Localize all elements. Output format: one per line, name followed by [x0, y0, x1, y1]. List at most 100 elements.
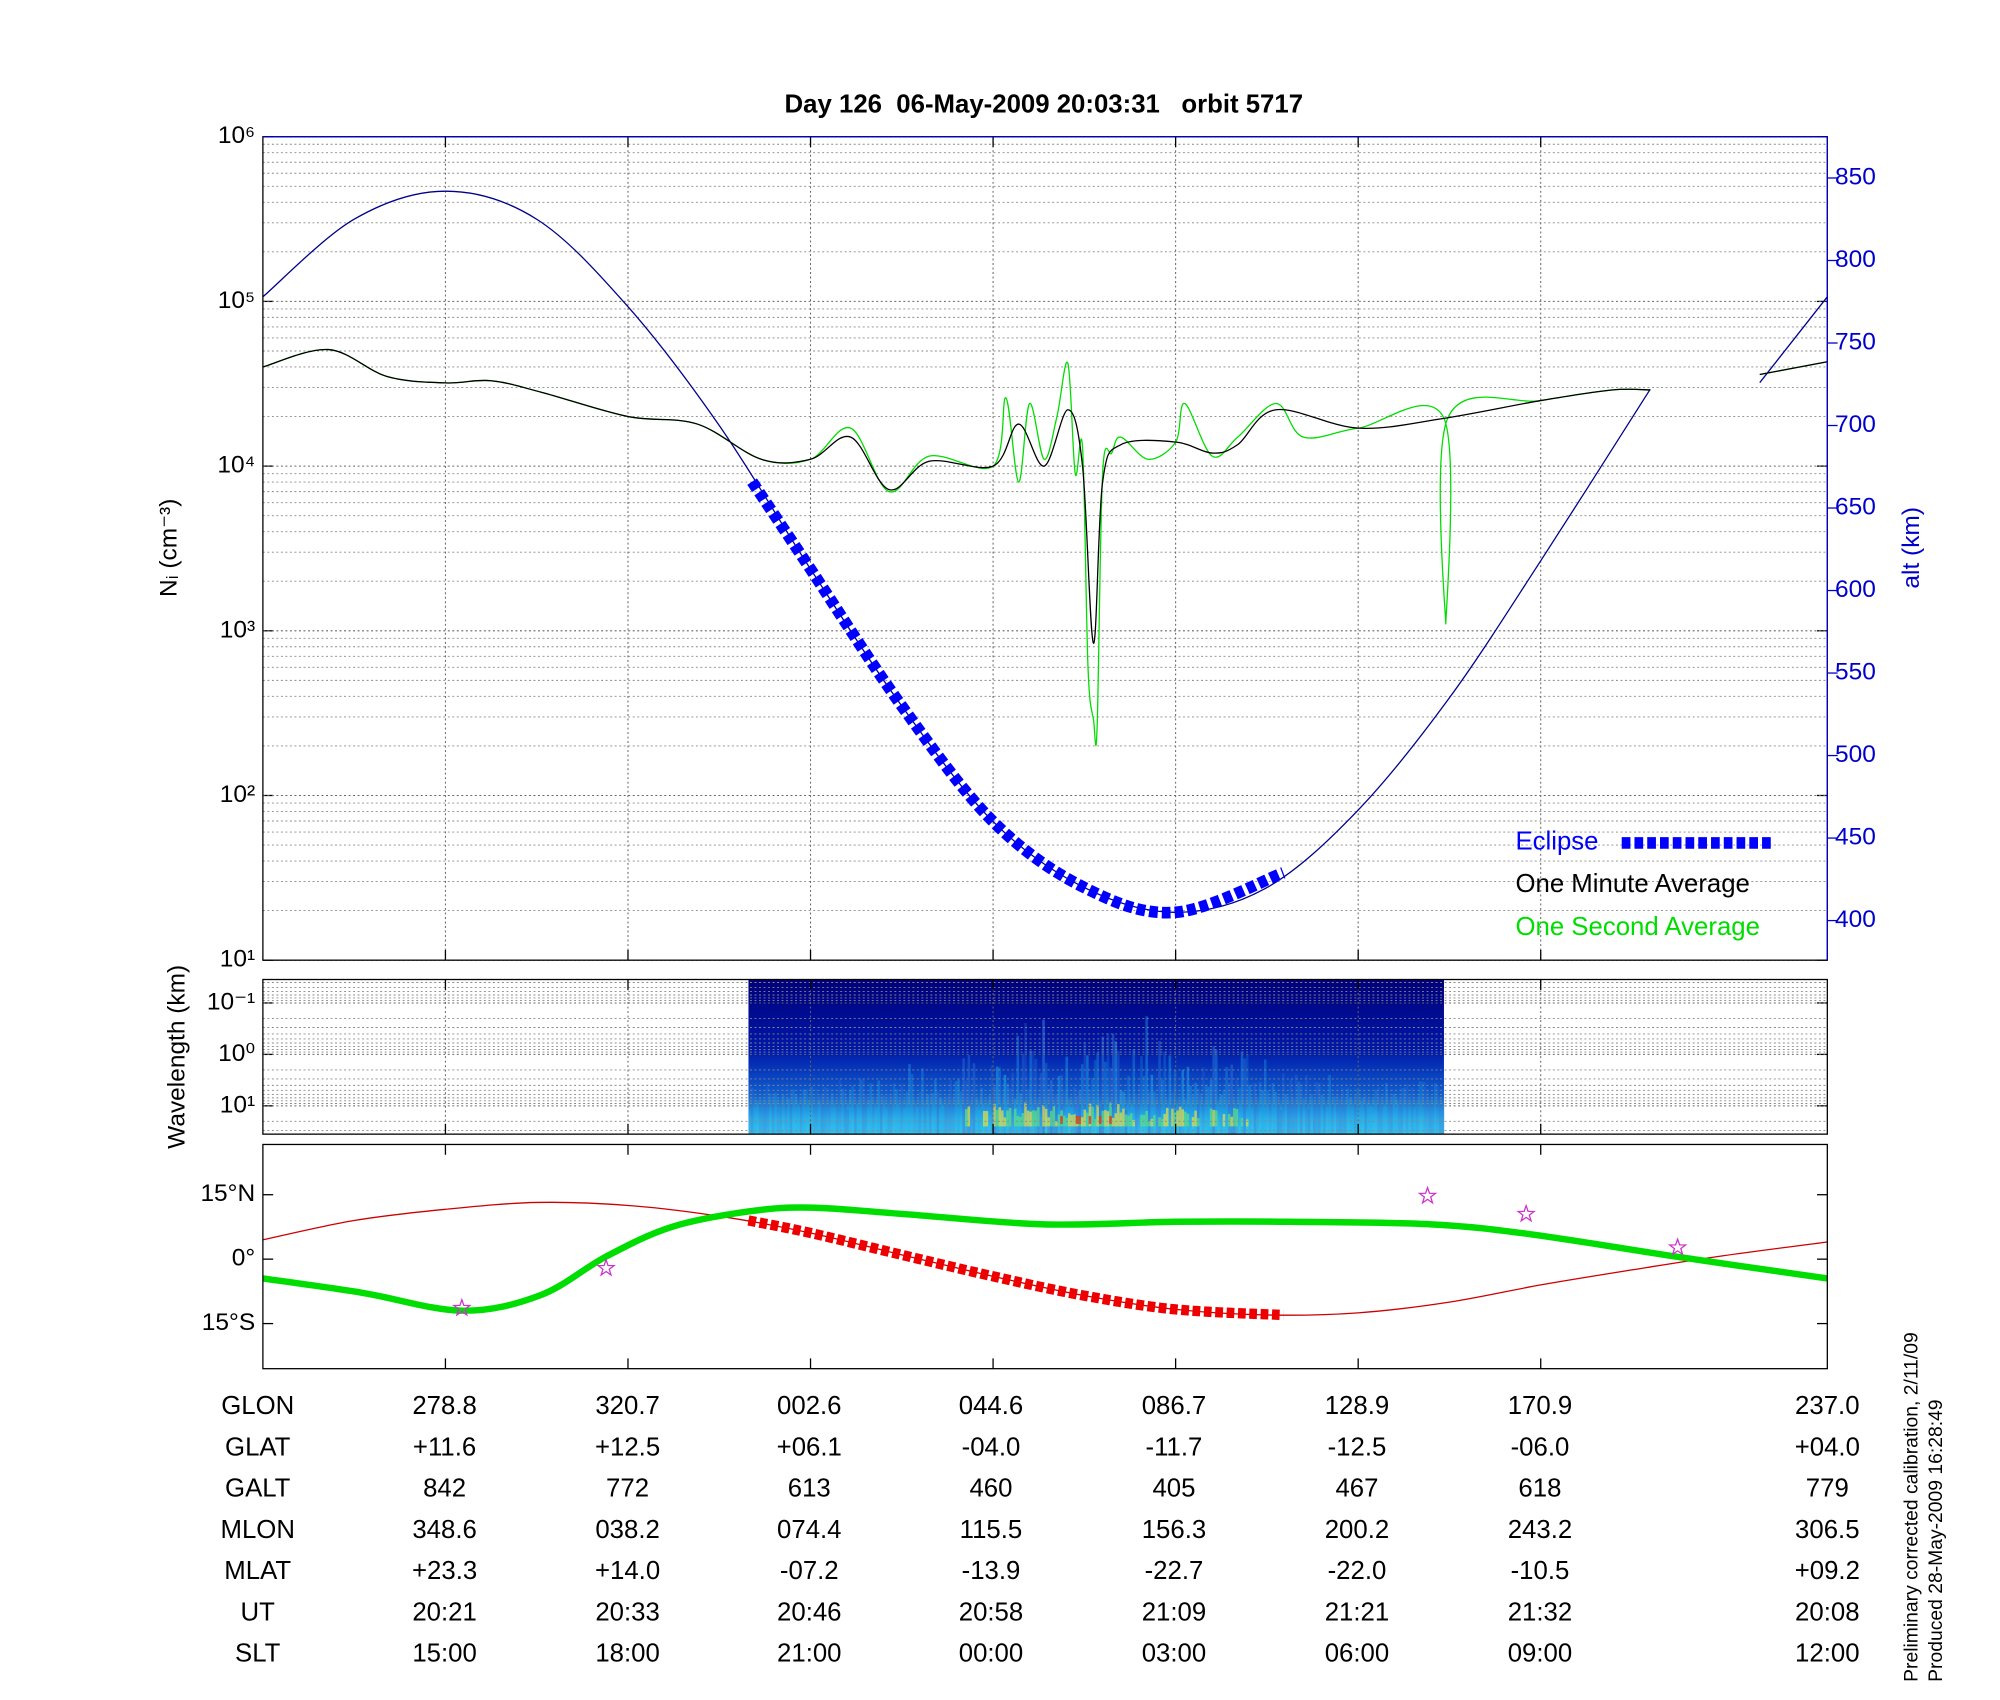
- spectrogram-cell: [1300, 1083, 1303, 1135]
- spectrogram-cell: [1153, 1115, 1156, 1127]
- table-cell: 20:08: [1795, 1598, 1859, 1626]
- spectrogram-cell: [967, 1106, 971, 1127]
- spectrogram-cell: [1207, 1087, 1210, 1135]
- spectrogram-cell: [1209, 1108, 1213, 1127]
- spectrogram-cell: [1127, 1076, 1130, 1135]
- spectrogram-cell: [949, 1079, 953, 1135]
- spectrogram-cell: [1367, 1102, 1370, 1135]
- spectrogram-cell: [1142, 1075, 1146, 1135]
- spectrogram-cell: [810, 1086, 813, 1135]
- spectrogram-cell: [1421, 1081, 1424, 1135]
- spectrogram-cell: [1034, 1110, 1038, 1127]
- y2-tick-label: 550: [1835, 659, 1876, 686]
- chart-title: Day 126 06-May-2009 20:03:31 orbit 5717: [785, 91, 1303, 119]
- spectrogram-cell: [843, 1092, 847, 1135]
- y-tick-label: 10⁵: [218, 287, 255, 314]
- spectrogram-cell: [1137, 1084, 1141, 1135]
- spectrogram-cell: [1346, 1088, 1349, 1135]
- table-cell: -13.9: [962, 1557, 1021, 1585]
- spectrogram-cell: [1387, 1100, 1391, 1135]
- spectrogram-cell: [1413, 1110, 1416, 1135]
- spectrogram-cell: [879, 1095, 883, 1135]
- spectrogram-cell: [988, 1095, 991, 1135]
- table-row-label: GLAT: [225, 1433, 291, 1461]
- table-cell: 09:00: [1508, 1640, 1572, 1668]
- spectrogram-cell: [1044, 1063, 1048, 1135]
- spectrogram-cell: [1196, 1118, 1200, 1127]
- spectrogram-cell: [954, 1081, 958, 1135]
- table-cell: 12:00: [1795, 1640, 1859, 1668]
- spectrogram-cell: [934, 1079, 937, 1135]
- spectrogram-cell: [985, 1111, 989, 1127]
- spectrogram-cell: [1292, 1097, 1295, 1135]
- spectrogram-cell: [1158, 1117, 1161, 1127]
- spectrogram-cell: [931, 1093, 935, 1135]
- spectrogram-cell: [1410, 1087, 1414, 1135]
- spectrogram-cell: [1083, 1041, 1087, 1135]
- spectrogram-cell: [1302, 1098, 1306, 1135]
- spectrogram-cell: [1158, 1041, 1161, 1135]
- y-tick-label: 10¹: [220, 946, 255, 973]
- y-tick-label: 10²: [220, 781, 255, 808]
- spectrogram-cell: [1318, 1083, 1321, 1135]
- spectrogram-cell: [787, 1098, 790, 1135]
- spectrogram-cell: [1109, 1067, 1112, 1135]
- spectrogram-cell: [1305, 1075, 1308, 1135]
- spectrogram-cell: [1013, 1108, 1017, 1127]
- table-cell: 348.6: [412, 1516, 476, 1544]
- spectrogram-cell: [1055, 1094, 1058, 1135]
- spectrogram-cell: [918, 1091, 922, 1135]
- spectrogram-cell: [1400, 1088, 1404, 1135]
- spectrogram-cell: [1021, 1053, 1025, 1135]
- spectrogram-cell: [1155, 1101, 1159, 1135]
- spectrogram-cell: [1122, 1108, 1125, 1127]
- table-cell: 237.0: [1795, 1392, 1859, 1420]
- spectrogram-cell: [830, 1092, 834, 1135]
- table-cell: 002.6: [777, 1392, 841, 1420]
- legend-label: One Minute Average: [1515, 870, 1749, 898]
- spectrogram-cell: [789, 1091, 793, 1135]
- y-tick-label: 10⁴: [217, 452, 255, 479]
- spectrogram-cell: [1354, 1094, 1357, 1135]
- spectrogram-cell: [1328, 1074, 1331, 1135]
- spectrogram-cell: [854, 1092, 857, 1135]
- spectrogram-cell: [1104, 1061, 1107, 1135]
- spectrogram-cell: [1055, 1121, 1058, 1127]
- table-cell: 320.7: [595, 1392, 659, 1420]
- spectrogram-cell: [1284, 1094, 1288, 1135]
- spectrogram-cell: [882, 1095, 886, 1135]
- spectrogram-cell: [1080, 1064, 1084, 1135]
- spectrogram-cell: [1019, 1093, 1022, 1135]
- table-cell: 779: [1806, 1475, 1849, 1503]
- spectrogram-cell: [1088, 1116, 1092, 1124]
- spectrogram-cell: [1191, 1094, 1195, 1135]
- spectrogram-cell: [946, 1095, 950, 1135]
- spectrogram-cell: [753, 1105, 757, 1135]
- y-tick-label: 10⁻¹: [207, 988, 255, 1015]
- spectrogram-cell: [1140, 1056, 1143, 1135]
- spectrogram-cell: [1057, 1114, 1061, 1127]
- y-tick-label: 0°: [232, 1245, 255, 1272]
- spectrogram-cell: [1217, 1101, 1221, 1135]
- spectrogram-cell: [967, 1054, 971, 1135]
- table-row-label: MLON: [221, 1516, 295, 1544]
- spectrogram-cell: [1204, 1084, 1208, 1135]
- spectrogram-cell: [1070, 1114, 1074, 1127]
- spectrogram-cell: [1310, 1094, 1313, 1135]
- spectrogram-cell: [815, 1089, 819, 1135]
- spectrogram-cell: [1024, 1102, 1027, 1127]
- spectrogram-cell: [1106, 1111, 1110, 1127]
- spectrogram-cell: [1039, 1072, 1043, 1135]
- spectrogram-cell: [833, 1107, 837, 1135]
- spectrogram-cell: [1178, 1106, 1182, 1127]
- spectrogram-cell: [915, 1107, 919, 1135]
- spectrogram-cell: [1140, 1114, 1143, 1127]
- spectrogram-cell: [890, 1095, 893, 1135]
- plot-frame: [262, 1143, 1828, 1370]
- spectrogram-cell: [1364, 1095, 1368, 1135]
- spectrogram-cell: [1392, 1093, 1396, 1135]
- table-cell: -22.0: [1328, 1557, 1387, 1585]
- spectrogram-cell: [1145, 1110, 1148, 1127]
